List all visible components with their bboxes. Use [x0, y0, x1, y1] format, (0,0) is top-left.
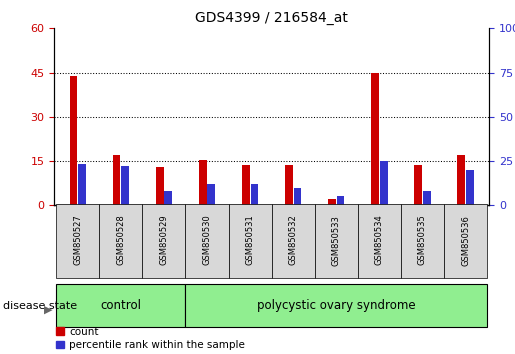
Bar	[156, 167, 164, 205]
Bar	[457, 155, 465, 205]
Bar	[401, 204, 444, 278]
Text: GSM850535: GSM850535	[418, 215, 427, 266]
Bar	[99, 204, 143, 278]
Bar	[371, 73, 379, 205]
Bar	[143, 204, 185, 278]
Bar	[466, 170, 474, 205]
Bar	[285, 166, 293, 205]
Bar	[414, 166, 422, 205]
Bar	[185, 284, 487, 327]
Text: GSM850530: GSM850530	[202, 215, 212, 266]
Bar	[337, 196, 345, 205]
Bar	[78, 164, 86, 205]
Text: GSM850534: GSM850534	[375, 215, 384, 266]
Title: GDS4399 / 216584_at: GDS4399 / 216584_at	[195, 11, 348, 24]
Text: GSM850527: GSM850527	[73, 215, 82, 266]
Bar	[56, 284, 185, 327]
Bar	[251, 184, 259, 205]
Bar	[328, 199, 336, 205]
Text: GSM850536: GSM850536	[461, 215, 470, 266]
Text: GSM850528: GSM850528	[116, 215, 125, 266]
Bar	[272, 204, 315, 278]
Bar	[380, 161, 388, 205]
Bar	[444, 204, 487, 278]
Bar	[199, 160, 207, 205]
Bar	[229, 204, 271, 278]
Text: GSM850529: GSM850529	[160, 215, 168, 266]
Bar	[113, 155, 121, 205]
Legend: count, percentile rank within the sample: count, percentile rank within the sample	[52, 322, 249, 354]
Text: control: control	[100, 299, 141, 312]
Bar	[164, 191, 172, 205]
Bar	[423, 191, 431, 205]
Bar	[122, 166, 129, 205]
Text: GSM850531: GSM850531	[246, 215, 254, 266]
Bar	[56, 204, 99, 278]
Bar	[358, 204, 401, 278]
Text: ▶: ▶	[44, 305, 53, 315]
Bar	[294, 188, 301, 205]
Bar	[242, 166, 250, 205]
Text: polycystic ovary syndrome: polycystic ovary syndrome	[257, 299, 416, 312]
Bar	[315, 204, 358, 278]
Text: GSM850533: GSM850533	[332, 215, 341, 266]
Bar	[185, 204, 229, 278]
Text: GSM850532: GSM850532	[289, 215, 298, 266]
Bar	[208, 184, 215, 205]
Bar	[70, 75, 77, 205]
Text: disease state: disease state	[3, 301, 77, 311]
